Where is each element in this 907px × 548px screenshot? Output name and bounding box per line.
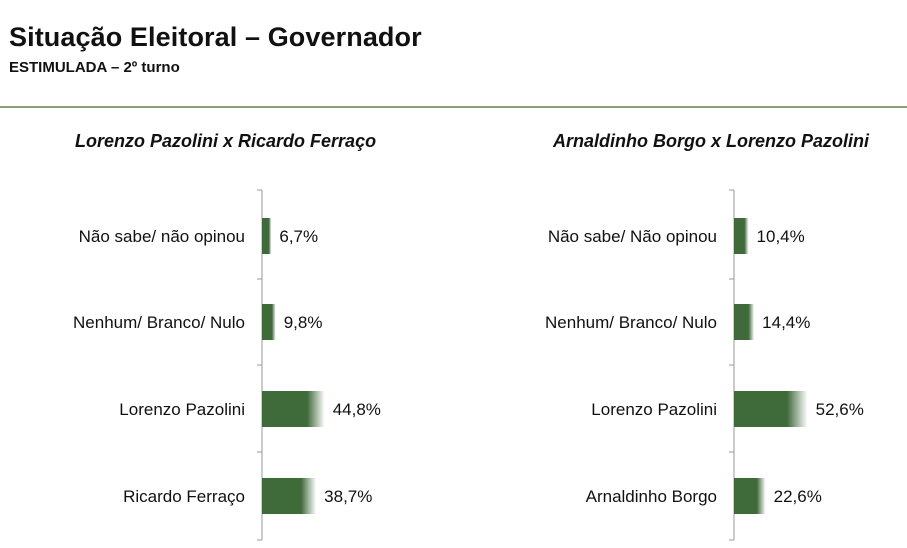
bar-right-1 <box>734 304 755 340</box>
bar-left-0 <box>262 218 272 254</box>
value-label-right-3: 22,6% <box>774 487 822 506</box>
page-title: Situação Eleitoral – Governador <box>9 22 422 52</box>
category-label-right-2: Lorenzo Pazolini <box>591 400 717 419</box>
bar-right-2 <box>734 391 808 427</box>
value-label-right-1: 14,4% <box>762 313 810 332</box>
chart-title-left: Lorenzo Pazolini x Ricardo Ferraço <box>75 131 377 151</box>
value-label-left-1: 9,8% <box>284 313 323 332</box>
value-label-right-0: 10,4% <box>757 227 805 246</box>
category-label-left-2: Lorenzo Pazolini <box>119 400 245 419</box>
bar-left-3 <box>262 478 317 514</box>
bar-left-2 <box>262 391 325 427</box>
header-divider <box>0 106 907 108</box>
bar-left-1 <box>262 304 276 340</box>
page-subtitle: ESTIMULADA – 2º turno <box>9 59 180 76</box>
category-label-left-3: Ricardo Ferraço <box>123 487 245 506</box>
category-label-left-1: Nenhum/ Branco/ Nulo <box>73 313 245 332</box>
value-label-left-0: 6,7% <box>279 227 318 246</box>
category-label-left-0: Não sabe/ não opinou <box>79 227 245 246</box>
bar-right-0 <box>734 218 749 254</box>
bar-right-3 <box>734 478 766 514</box>
value-label-left-3: 38,7% <box>324 487 372 506</box>
value-label-right-2: 52,6% <box>816 400 864 419</box>
category-label-right-3: Arnaldinho Borgo <box>586 487 717 506</box>
category-label-right-1: Nenhum/ Branco/ Nulo <box>545 313 717 332</box>
category-label-right-0: Não sabe/ Não opinou <box>548 227 717 246</box>
value-label-left-2: 44,8% <box>333 400 381 419</box>
chart-title-right: Arnaldinho Borgo x Lorenzo Pazolini <box>553 131 870 151</box>
